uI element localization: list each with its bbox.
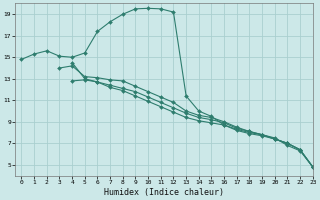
X-axis label: Humidex (Indice chaleur): Humidex (Indice chaleur) — [104, 188, 224, 197]
